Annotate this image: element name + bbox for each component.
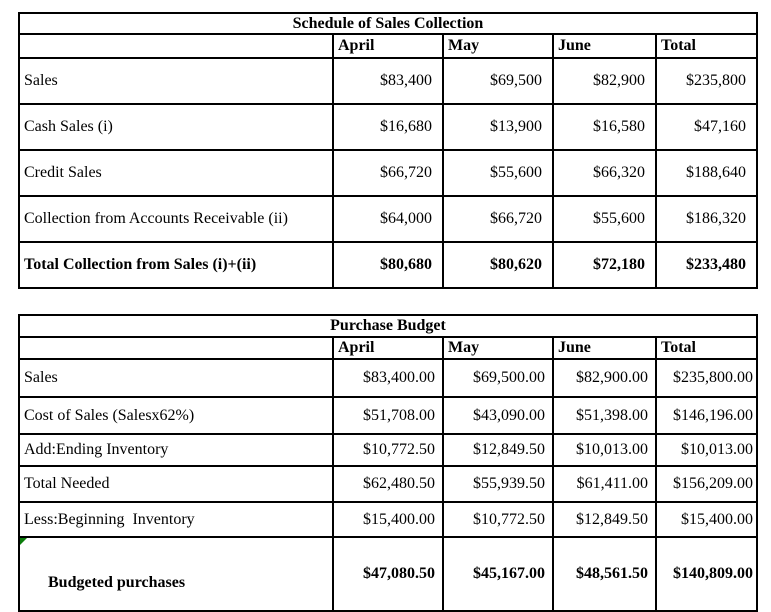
header-june: June xyxy=(552,336,657,360)
cell-total: $188,640 xyxy=(655,149,758,197)
cell-may: $55,600 xyxy=(442,149,554,197)
sales-collection-title: Schedule of Sales Collection xyxy=(18,12,758,35)
cell-may: $13,900 xyxy=(442,103,554,151)
sales-collection-title-row: Schedule of Sales Collection xyxy=(18,12,758,35)
purchase-budget-header-row: April May June Total xyxy=(18,336,758,360)
table-row-total-needed: Total Needed $62,480.50 $55,939.50 $61,4… xyxy=(18,465,758,503)
table-row-collection-ar: Collection from Accounts Receivable (ii)… xyxy=(18,195,758,243)
cell-total: $10,013.00 xyxy=(655,433,758,467)
cell-may: $66,720 xyxy=(442,195,554,243)
cell-may: $43,090.00 xyxy=(442,396,554,435)
cell-june: $48,561.50 xyxy=(552,536,657,612)
cell-june: $12,849.50 xyxy=(552,501,657,538)
cell-april: $10,772.50 xyxy=(332,433,444,467)
cell-total: $235,800 xyxy=(655,57,758,105)
header-empty-cell xyxy=(18,336,334,360)
row-label: Cash Sales (i) xyxy=(18,103,334,151)
cell-april: $66,720 xyxy=(332,149,444,197)
cell-may: $69,500 xyxy=(442,57,554,105)
cell-april: $51,708.00 xyxy=(332,396,444,435)
header-june: June xyxy=(552,33,657,59)
header-april: April xyxy=(332,336,444,360)
table-row-sales: Sales $83,400 $69,500 $82,900 $235,800 xyxy=(18,57,758,105)
cell-total: $233,480 xyxy=(655,241,758,289)
row-label: Sales xyxy=(18,358,334,398)
cell-total: $140,809.00 xyxy=(655,536,758,612)
cell-april: $47,080.50 xyxy=(332,536,444,612)
cell-total: $47,160 xyxy=(655,103,758,151)
cell-june: $16,580 xyxy=(552,103,657,151)
cell-may: $55,939.50 xyxy=(442,465,554,503)
cell-april: $80,680 xyxy=(332,241,444,289)
header-may: May xyxy=(442,336,554,360)
cell-may: $45,167.00 xyxy=(442,536,554,612)
row-label: Less:Beginning Inventory xyxy=(18,501,334,538)
row-label: Credit Sales xyxy=(18,149,334,197)
header-total: Total xyxy=(655,33,758,59)
cell-total: $235,800.00 xyxy=(655,358,758,398)
row-label: Total Needed xyxy=(18,465,334,503)
cell-total: $186,320 xyxy=(655,195,758,243)
table-row-total-collection: Total Collection from Sales (i)+(ii) $80… xyxy=(18,241,758,289)
cell-total: $146,196.00 xyxy=(655,396,758,435)
header-may: May xyxy=(442,33,554,59)
cell-june: $82,900 xyxy=(552,57,657,105)
header-april: April xyxy=(332,33,444,59)
cell-may: $12,849.50 xyxy=(442,433,554,467)
cell-april: $15,400.00 xyxy=(332,501,444,538)
cell-april: $16,680 xyxy=(332,103,444,151)
row-label: Total Collection from Sales (i)+(ii) xyxy=(18,241,334,289)
table-row-cash-sales: Cash Sales (i) $16,680 $13,900 $16,580 $… xyxy=(18,103,758,151)
row-label: Budgeted purchases xyxy=(18,536,334,612)
cell-june: $66,320 xyxy=(552,149,657,197)
cell-june: $61,411.00 xyxy=(552,465,657,503)
table-row-sales: Sales $83,400.00 $69,500.00 $82,900.00 $… xyxy=(18,358,758,398)
header-total: Total xyxy=(655,336,758,360)
purchase-budget-title: Purchase Budget xyxy=(18,314,758,338)
cell-june: $55,600 xyxy=(552,195,657,243)
cell-total: $156,209.00 xyxy=(655,465,758,503)
header-empty-cell xyxy=(18,33,334,59)
cell-june: $51,398.00 xyxy=(552,396,657,435)
green-triangle-marker-icon xyxy=(21,539,27,545)
cell-june: $10,013.00 xyxy=(552,433,657,467)
row-label: Sales xyxy=(18,57,334,105)
cell-april: $64,000 xyxy=(332,195,444,243)
table-row-cost-of-sales: Cost of Sales (Salesx62%) $51,708.00 $43… xyxy=(18,396,758,435)
table-row-beginning-inventory: Less:Beginning Inventory $15,400.00 $10,… xyxy=(18,501,758,538)
purchase-budget-title-row: Purchase Budget xyxy=(18,314,758,338)
sales-collection-table: Schedule of Sales Collection April May J… xyxy=(18,12,758,289)
table-row-budgeted-purchases: Budgeted purchases $47,080.50 $45,167.00… xyxy=(18,536,758,612)
cell-june: $72,180 xyxy=(552,241,657,289)
sales-collection-header-row: April May June Total xyxy=(18,33,758,59)
row-label: Add:Ending Inventory xyxy=(18,433,334,467)
row-label: Cost of Sales (Salesx62%) xyxy=(18,396,334,435)
cell-total: $15,400.00 xyxy=(655,501,758,538)
cell-june: $82,900.00 xyxy=(552,358,657,398)
cell-april: $83,400 xyxy=(332,57,444,105)
table-row-ending-inventory: Add:Ending Inventory $10,772.50 $12,849.… xyxy=(18,433,758,467)
cell-april: $62,480.50 xyxy=(332,465,444,503)
table-row-credit-sales: Credit Sales $66,720 $55,600 $66,320 $18… xyxy=(18,149,758,197)
cell-may: $10,772.50 xyxy=(442,501,554,538)
row-label: Collection from Accounts Receivable (ii) xyxy=(18,195,334,243)
cell-april: $83,400.00 xyxy=(332,358,444,398)
cell-may: $80,620 xyxy=(442,241,554,289)
cell-may: $69,500.00 xyxy=(442,358,554,398)
purchase-budget-table: Purchase Budget April May June Total Sal… xyxy=(18,314,758,612)
row-label-text: Budgeted purchases xyxy=(48,574,186,591)
